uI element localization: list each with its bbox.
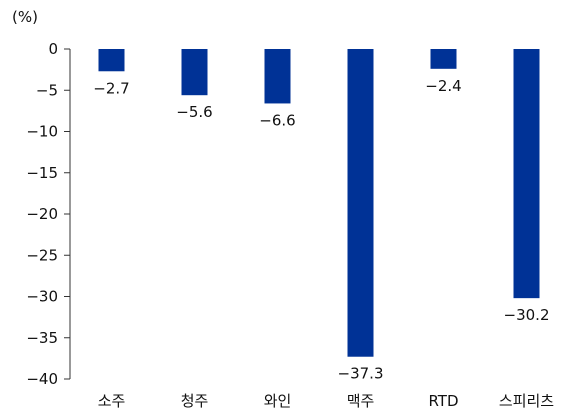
bar (181, 49, 208, 96)
bar-series: −2.7 −5.6 −6.6 −37.3 −2.4 −30.2 (93, 49, 549, 383)
x-tick-label: 소주 (98, 392, 126, 410)
y-tick-label: −5 (36, 81, 58, 99)
x-tick-label: 스피리츠 (499, 392, 554, 410)
bar (264, 49, 291, 104)
bar-data-label: −2.4 (425, 77, 461, 95)
y-axis: 0 −5 −10 −15 −20 −25 −30 −35 −40 (26, 40, 71, 388)
bar-data-label: −2.7 (93, 79, 129, 97)
bar-data-label: −6.6 (259, 111, 295, 129)
y-tick-label: −30 (26, 288, 58, 306)
x-tick-label: 와인 (264, 392, 292, 410)
bar (347, 49, 374, 357)
y-tick-label: −10 (26, 123, 58, 141)
y-tick-label: −15 (26, 164, 58, 182)
y-axis-unit-label: (%) (12, 8, 38, 26)
y-tick-label: −40 (26, 370, 58, 388)
x-tick-label: 청주 (181, 392, 209, 410)
bar (430, 49, 457, 69)
y-tick-label: −35 (26, 329, 58, 347)
x-tick-label: 맥주 (347, 392, 375, 410)
x-axis: 소주 청주 와인 맥주 RTD 스피리츠 (98, 392, 555, 410)
bar-data-label: −30.2 (504, 306, 550, 324)
bar (98, 49, 125, 72)
bar-data-label: −37.3 (338, 365, 384, 383)
x-tick-label: RTD (428, 392, 458, 410)
bar (513, 49, 540, 299)
y-tick-label: 0 (48, 40, 58, 58)
bar-data-label: −5.6 (176, 103, 212, 121)
y-tick-label: −20 (26, 205, 58, 223)
y-tick-label: −25 (26, 246, 58, 264)
